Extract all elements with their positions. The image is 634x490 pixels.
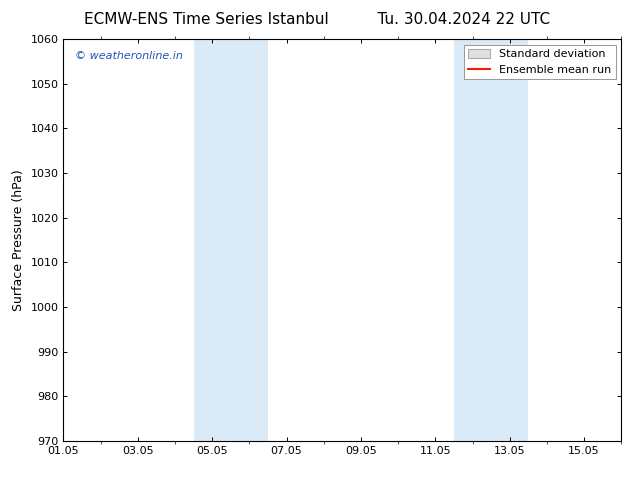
Text: © weatheronline.in: © weatheronline.in	[75, 51, 183, 61]
Y-axis label: Surface Pressure (hPa): Surface Pressure (hPa)	[12, 169, 25, 311]
Legend: Standard deviation, Ensemble mean run: Standard deviation, Ensemble mean run	[463, 45, 616, 79]
Text: ECMW-ENS Time Series Istanbul          Tu. 30.04.2024 22 UTC: ECMW-ENS Time Series Istanbul Tu. 30.04.…	[84, 12, 550, 27]
Bar	[193, 39, 268, 441]
Bar	[454, 39, 528, 441]
